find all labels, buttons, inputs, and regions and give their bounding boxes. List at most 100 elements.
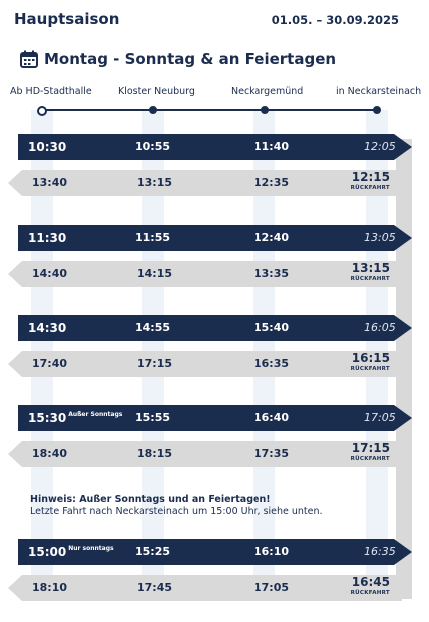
departure-time: 14:30 <box>28 321 66 335</box>
stop-marker <box>149 106 157 114</box>
days-heading: Montag - Sonntag & an Feiertagen <box>20 50 336 68</box>
season-title: Hauptsaison <box>14 10 120 28</box>
notice: Hinweis: Außer Sonntags und an Feiertage… <box>30 494 323 518</box>
stop-time: 17:15 <box>137 357 173 370</box>
time-value: 11:40 <box>254 140 290 153</box>
stop-time: 13:40 <box>32 176 68 189</box>
return-trip-1: 13:40 13:15 12:35 12:15 RÜCKFAHRT <box>8 170 402 196</box>
time-value: 13:05 <box>364 231 396 244</box>
return-time: 13:15 <box>351 261 390 275</box>
stop-marker <box>261 106 269 114</box>
stop-time: 12:35 <box>254 176 290 189</box>
time-value: 15:00 <box>28 545 67 559</box>
time-value: 16:05 <box>364 321 396 334</box>
stop-time: 17:05 <box>364 411 396 424</box>
stop-label-3: Neckargemünd <box>231 86 304 97</box>
stop-marker-end <box>373 106 381 114</box>
stop-time: 12:05 <box>364 140 396 153</box>
stop-time: 10:55 <box>135 140 170 153</box>
time-value: 11:55 <box>135 231 171 244</box>
days-label: Montag - Sonntag & an Feiertagen <box>44 50 337 68</box>
trip-note: Außer Sonntags <box>68 411 123 418</box>
stop-time: 11:55 <box>135 231 170 244</box>
stop-time: 16:35 <box>254 357 290 370</box>
stop-time: 17:45 <box>137 581 173 594</box>
stop-time: 14:55 <box>135 321 170 334</box>
time-value: 12:05 <box>364 140 396 153</box>
stop-time: 17:05 <box>254 581 290 594</box>
notice-text: Letzte Fahrt nach Neckarsteinach um 15:0… <box>30 506 323 517</box>
outbound-trip-5: 15:00 Nur sonntags 15:25 16:10 16:35 <box>18 539 412 565</box>
departure-time: 15:30 Außer Sonntags <box>28 411 122 425</box>
time-value: 15:55 <box>135 411 171 424</box>
stop-time: 11:40 <box>254 140 289 153</box>
trip-note: Nur sonntags <box>68 545 114 552</box>
return-label: RÜCKFAHRT <box>350 276 390 282</box>
time-value: 12:40 <box>254 231 290 244</box>
return-time: 12:15 <box>351 170 390 184</box>
stop-time: 17:40 <box>32 357 68 370</box>
return-departure: 12:15 RÜCKFAHRT <box>351 171 390 192</box>
time-value: 16:10 <box>254 545 290 558</box>
time-value: 15:30 <box>28 411 67 425</box>
stop-time: 15:25 <box>135 545 170 558</box>
stop-time: 13:35 <box>254 267 290 280</box>
notice-title: Hinweis: Außer Sonntags und an Feiertage… <box>30 494 271 505</box>
return-time: 17:15 <box>351 441 390 455</box>
outbound-trip-3: 14:30 14:55 15:40 16:05 <box>18 315 412 341</box>
stop-label-1: Ab HD-Stadthalle <box>10 86 92 97</box>
time-value: 15:40 <box>254 321 290 334</box>
return-trip-2: 14:40 14:15 13:35 13:15 RÜCKFAHRT <box>8 261 402 287</box>
route-line <box>42 109 378 111</box>
outbound-trip-1: 10:30 10:55 11:40 12:05 <box>18 134 412 160</box>
stop-time: 15:40 <box>254 321 289 334</box>
stop-time: 15:55 <box>135 411 170 424</box>
time-value: 15:25 <box>135 545 171 558</box>
stop-time: 16:35 <box>364 545 396 558</box>
date-range: 01.05. – 30.09.2025 <box>271 13 399 27</box>
stop-time: 14:15 <box>137 267 173 280</box>
departure-time: 10:30 <box>28 140 66 154</box>
time-value: 16:40 <box>254 411 290 424</box>
return-departure: 16:15 RÜCKFAHRT <box>351 352 390 373</box>
return-label: RÜCKFAHRT <box>350 366 390 372</box>
return-trip-3: 17:40 17:15 16:35 16:15 RÜCKFAHRT <box>8 351 402 377</box>
departure-time: 11:30 <box>28 231 66 245</box>
time-value: 17:05 <box>364 411 396 424</box>
time-value: 10:55 <box>135 140 171 153</box>
stop-marker-start <box>37 106 47 116</box>
stop-time: 18:15 <box>137 447 173 460</box>
stop-time: 16:10 <box>254 545 289 558</box>
stop-time: 18:10 <box>32 581 68 594</box>
stop-time: 13:05 <box>364 231 396 244</box>
return-departure: 13:15 RÜCKFAHRT <box>351 262 390 283</box>
return-label: RÜCKFAHRT <box>350 590 390 596</box>
time-value: 14:55 <box>135 321 171 334</box>
stop-label-4: in Neckarsteinach <box>336 86 422 97</box>
return-time: 16:15 <box>351 351 390 365</box>
departure-time: 15:00 Nur sonntags <box>28 545 114 559</box>
return-label: RÜCKFAHRT <box>350 456 390 462</box>
stop-time: 12:40 <box>254 231 289 244</box>
stop-time: 14:40 <box>32 267 68 280</box>
stop-time: 18:40 <box>32 447 68 460</box>
stop-time: 16:05 <box>364 321 396 334</box>
stop-time: 13:15 <box>137 176 173 189</box>
stop-time: 16:40 <box>254 411 289 424</box>
return-time: 16:45 <box>351 575 390 589</box>
outbound-trip-4: 15:30 Außer Sonntags 15:55 16:40 17:05 <box>18 405 412 431</box>
return-rail <box>396 139 412 599</box>
time-value: 14:30 <box>28 321 67 335</box>
time-value: 11:30 <box>28 231 67 245</box>
return-departure: 17:15 RÜCKFAHRT <box>351 442 390 463</box>
time-value: 10:30 <box>28 140 67 154</box>
stop-time: 17:35 <box>254 447 290 460</box>
time-value: 16:35 <box>364 545 396 558</box>
outbound-trip-2: 11:30 11:55 12:40 13:05 <box>18 225 412 251</box>
return-label: RÜCKFAHRT <box>350 185 390 191</box>
return-trip-5: 18:10 17:45 17:05 16:45 RÜCKFAHRT <box>8 575 402 601</box>
stop-label-2: Kloster Neuburg <box>118 86 195 97</box>
return-trip-4: 18:40 18:15 17:35 17:15 RÜCKFAHRT <box>8 441 402 467</box>
return-departure: 16:45 RÜCKFAHRT <box>351 576 390 597</box>
calendar-icon <box>20 50 38 68</box>
